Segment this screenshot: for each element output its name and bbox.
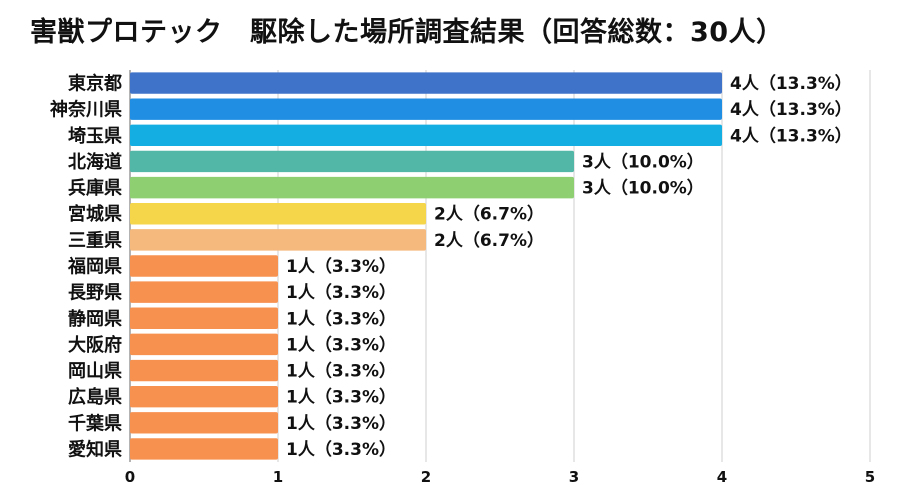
data-label: 1人（3.3%） bbox=[286, 439, 396, 460]
x-tick-label: 4 bbox=[717, 468, 727, 486]
category-label: 三重県 bbox=[68, 229, 122, 251]
tick-layer: 0 1 2 3 4 5 bbox=[125, 468, 875, 486]
category-label: 愛知県 bbox=[68, 438, 122, 460]
data-label: 2人（6.7%） bbox=[434, 204, 544, 225]
x-tick-label: 2 bbox=[421, 468, 431, 486]
data-label: 3人（10.0%） bbox=[582, 178, 704, 199]
category-label: 大阪府 bbox=[68, 334, 122, 356]
bar-11 bbox=[130, 333, 278, 356]
bar-8 bbox=[130, 255, 278, 277]
data-label: 1人（3.3%） bbox=[286, 413, 396, 434]
bar-3 bbox=[130, 124, 722, 147]
category-label: 福岡県 bbox=[67, 256, 122, 278]
bar-5 bbox=[130, 176, 574, 199]
data-label: 3人（10.0%） bbox=[582, 151, 704, 172]
bar-6 bbox=[130, 203, 426, 225]
bar-9 bbox=[130, 281, 278, 303]
data-label: 1人（3.3%） bbox=[286, 308, 396, 329]
x-tick-label: 3 bbox=[569, 468, 579, 486]
category-label: 埼玉県 bbox=[68, 125, 122, 147]
x-tick-label: 5 bbox=[865, 468, 875, 486]
data-label: 1人（3.3%） bbox=[286, 361, 396, 382]
x-tick-label: 0 bbox=[125, 468, 135, 486]
data-label: 4人（13.3%） bbox=[730, 99, 852, 120]
bar-7 bbox=[130, 229, 426, 251]
category-label: 宮城県 bbox=[68, 203, 122, 225]
category-label: 広島県 bbox=[68, 386, 122, 408]
bar-4 bbox=[130, 150, 574, 173]
x-tick-label: 1 bbox=[273, 468, 283, 486]
bar-12 bbox=[130, 359, 278, 382]
category-label: 静岡県 bbox=[68, 308, 122, 330]
bar-10 bbox=[130, 307, 278, 329]
category-label: 神奈川県 bbox=[50, 99, 122, 121]
category-label: 長野県 bbox=[68, 283, 122, 304]
data-label: 2人（6.7%） bbox=[434, 230, 544, 251]
category-label: 兵庫県 bbox=[68, 177, 122, 199]
data-label: 4人（13.3%） bbox=[730, 125, 852, 146]
label-layer: 東京都 4人（13.3%） 神奈川県 4人（13.3%） 埼玉県 4人（13.3%） 北海道… bbox=[50, 73, 852, 461]
bar-15 bbox=[130, 438, 278, 460]
category-label: 千葉県 bbox=[68, 413, 122, 434]
bar-1 bbox=[130, 72, 722, 94]
data-label: 1人（3.3%） bbox=[286, 282, 396, 303]
data-label: 1人（3.3%） bbox=[286, 387, 396, 408]
data-label: 1人（3.3%） bbox=[286, 334, 396, 355]
chart-title: 害獣プロテック 駆除した場所調査結果（回答総数：30人） bbox=[30, 17, 784, 48]
category-label: 岡山県 bbox=[68, 361, 122, 382]
bar-2 bbox=[130, 98, 722, 120]
data-label: 1人（3.3%） bbox=[286, 256, 396, 277]
bar-layer bbox=[130, 72, 722, 460]
bar-13 bbox=[130, 385, 278, 408]
bar-14 bbox=[130, 412, 278, 434]
category-label: 北海道 bbox=[68, 151, 122, 173]
category-label: 東京都 bbox=[68, 73, 122, 95]
data-label: 4人（13.3%） bbox=[730, 73, 852, 94]
